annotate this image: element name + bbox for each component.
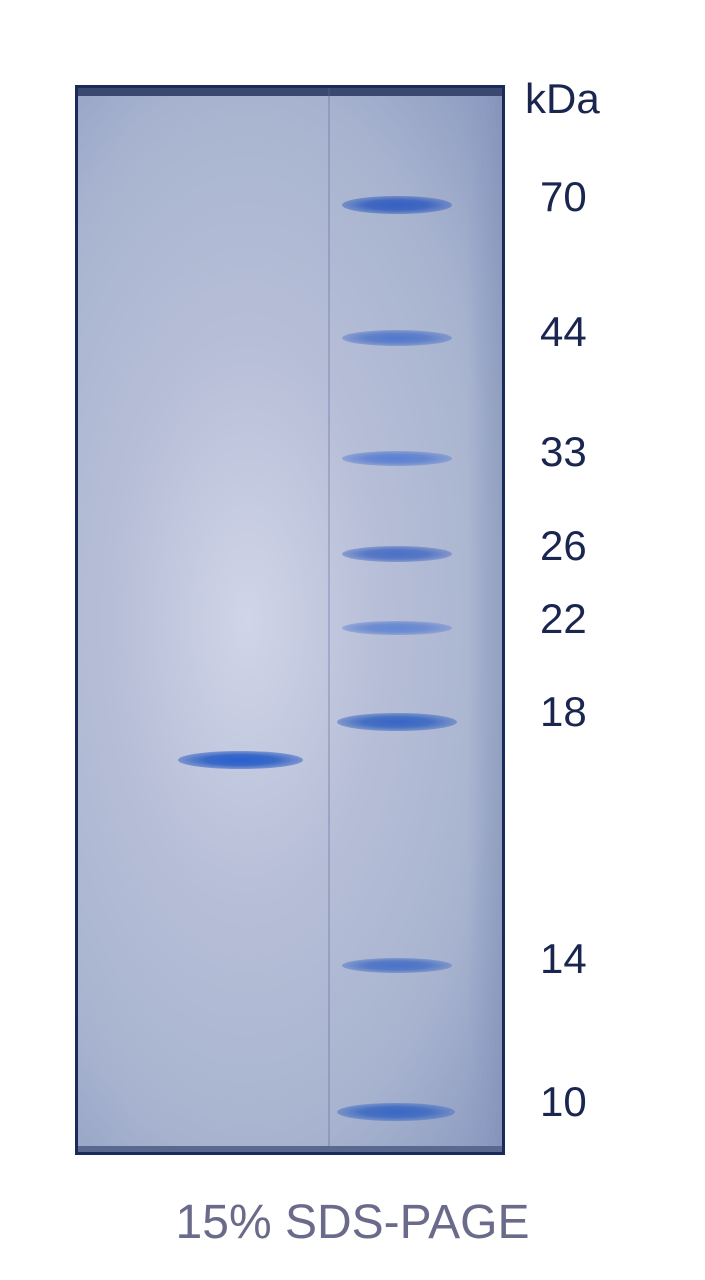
unit-label: kDa: [525, 75, 600, 123]
gel-edge-shading: [467, 88, 502, 1152]
gel-image: [75, 85, 505, 1155]
sample-band: [178, 751, 303, 769]
marker-band-70: [342, 196, 452, 214]
marker-band-18: [337, 713, 457, 731]
gel-bottom-edge: [78, 1146, 502, 1152]
gel-background: [78, 88, 502, 1152]
marker-label-18: 18: [540, 688, 587, 736]
marker-label-22: 22: [540, 595, 587, 643]
gel-caption: 15% SDS-PAGE: [30, 1195, 675, 1250]
marker-label-70: 70: [540, 173, 587, 221]
marker-band-14: [342, 958, 452, 973]
marker-band-10: [337, 1103, 455, 1121]
marker-band-33: [342, 451, 452, 466]
marker-label-33: 33: [540, 428, 587, 476]
gel-container: kDa 70 44 33 26 22 18 14 10 15% SDS-PAGE: [30, 30, 675, 1250]
marker-band-22: [342, 621, 452, 635]
marker-label-44: 44: [540, 308, 587, 356]
marker-label-26: 26: [540, 522, 587, 570]
lane-divider: [328, 88, 330, 1152]
marker-label-10: 10: [540, 1078, 587, 1126]
gel-top-edge: [78, 88, 502, 96]
marker-band-26: [342, 546, 452, 562]
marker-band-44: [342, 330, 452, 346]
marker-label-14: 14: [540, 935, 587, 983]
